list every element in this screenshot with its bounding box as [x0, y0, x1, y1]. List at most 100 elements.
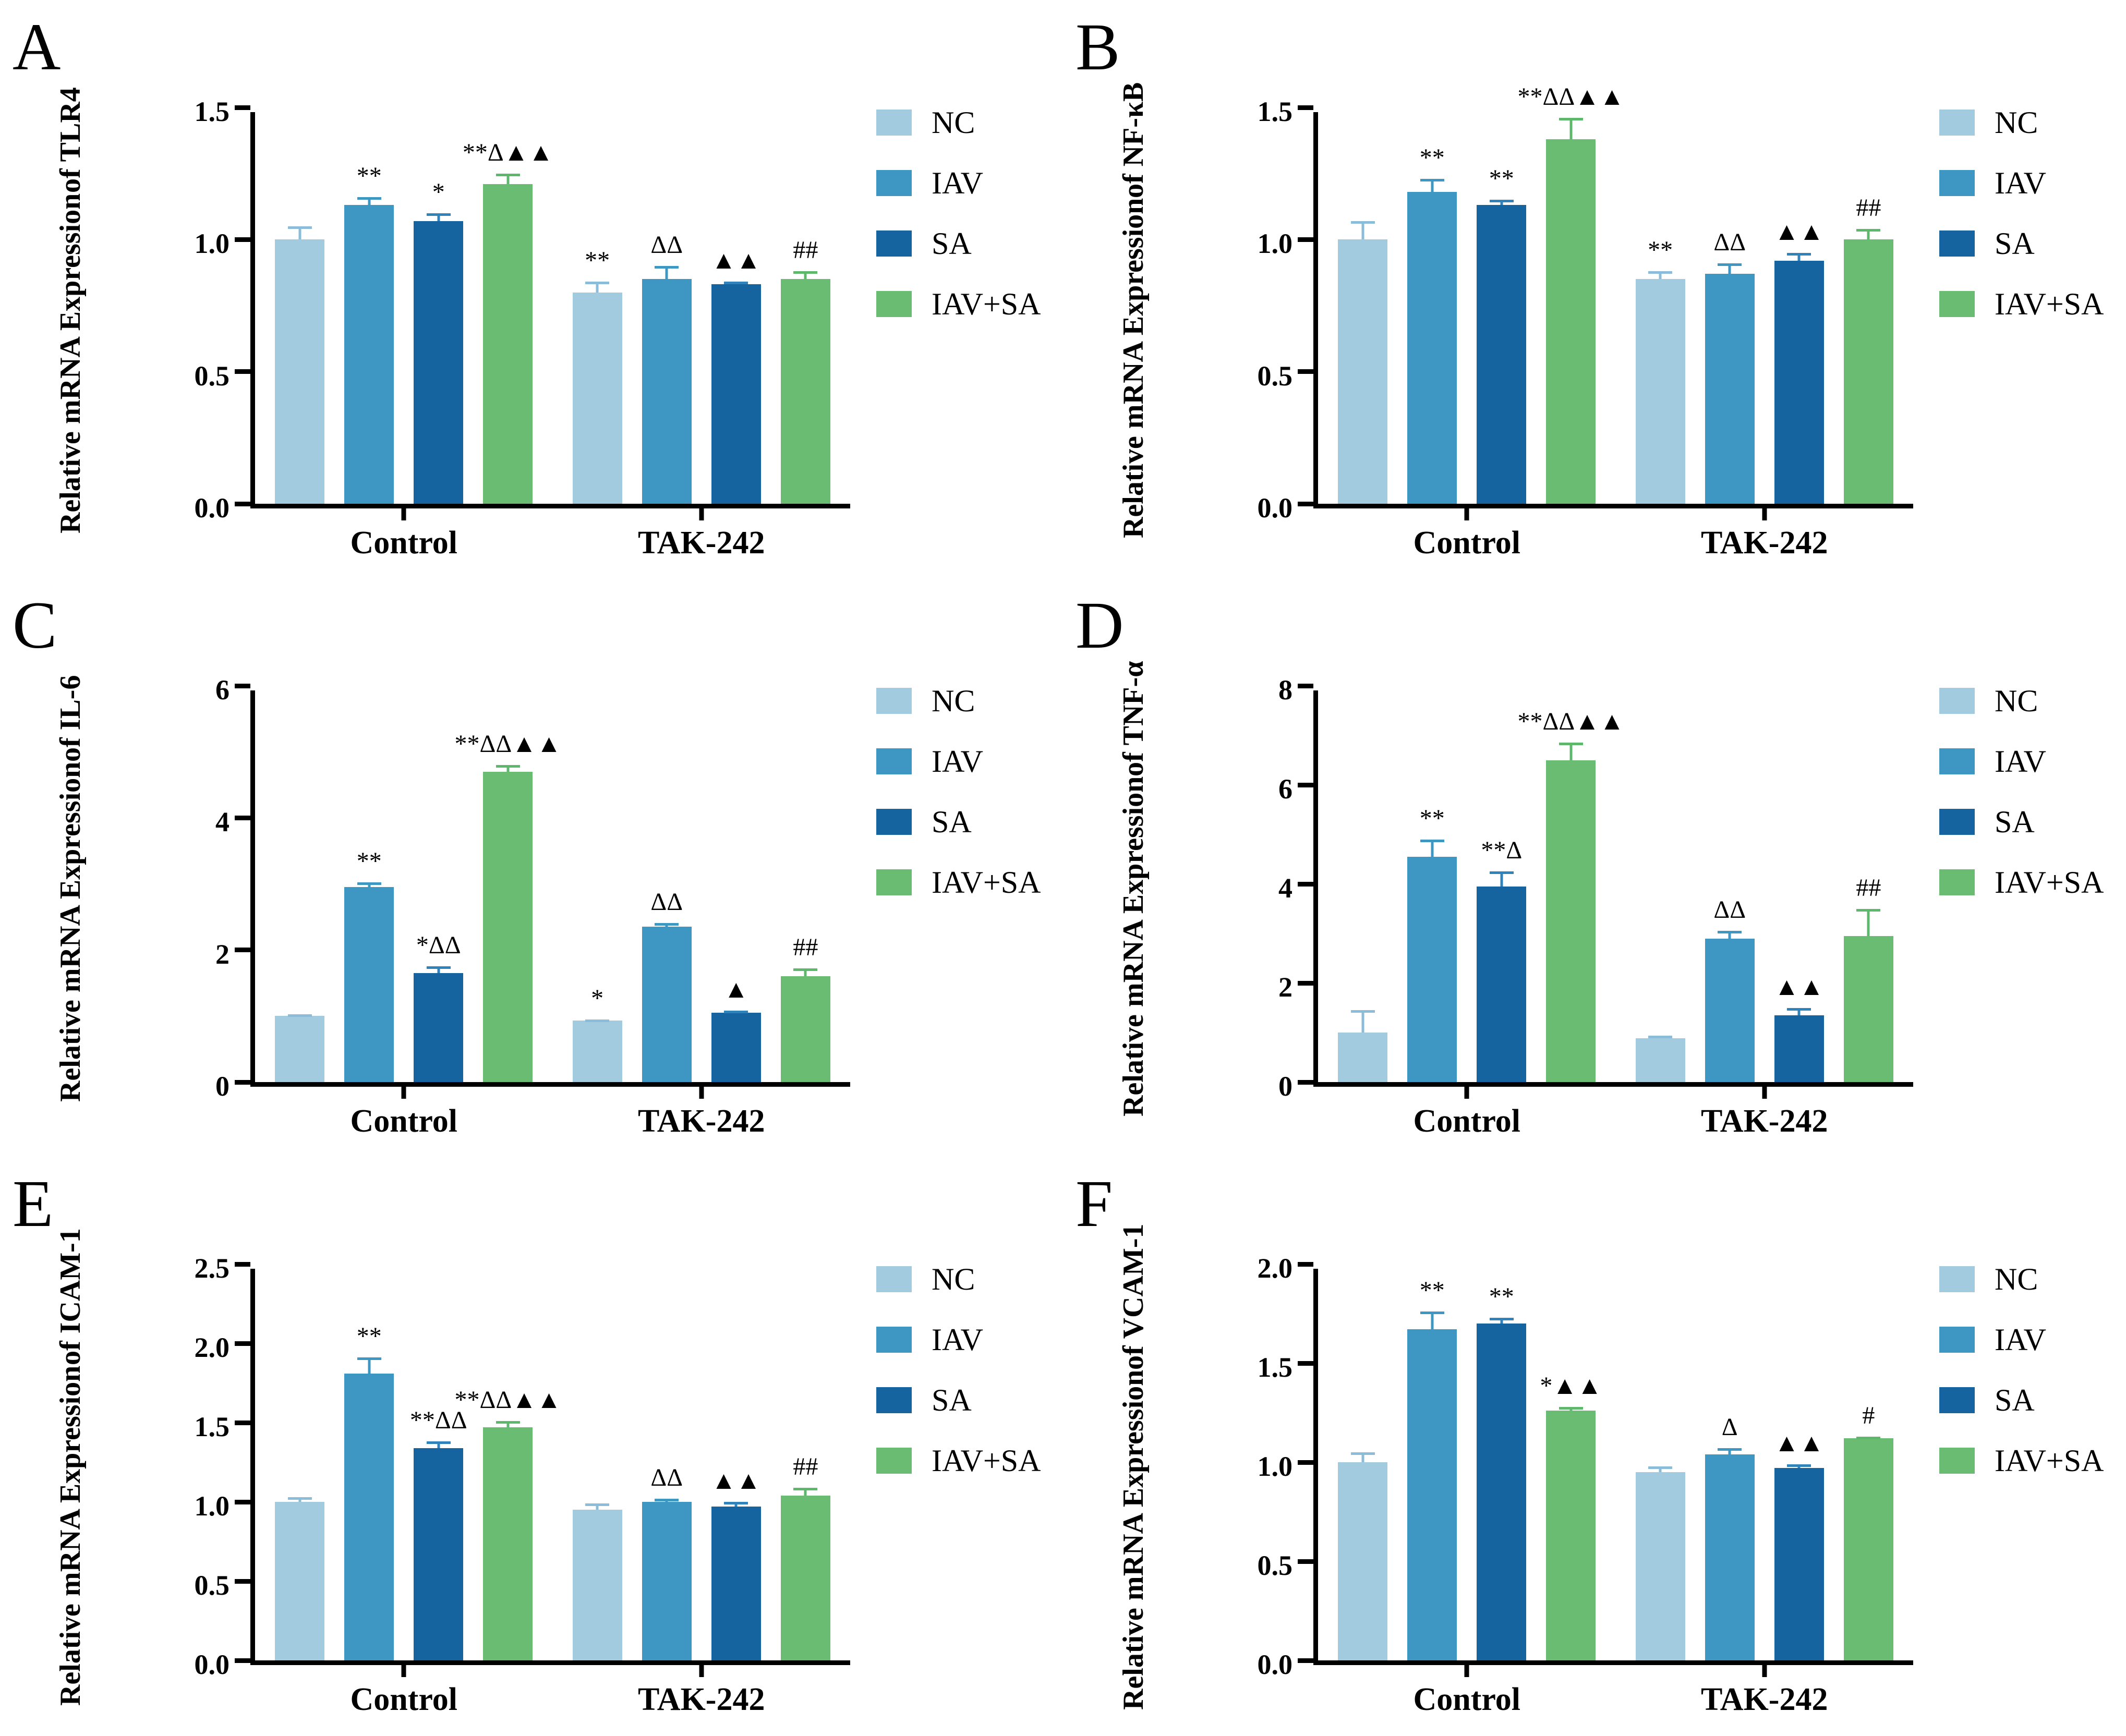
legend-label: IAV [932, 744, 983, 779]
error-bar-cap [1718, 1448, 1742, 1451]
y-tick-label: 0.5 [1257, 360, 1293, 392]
y-tick-mark [235, 1261, 250, 1267]
bar-slot: ΔΔ [642, 1269, 692, 1660]
bar-slot: ** [344, 1269, 394, 1660]
error-bar-cap [1648, 271, 1673, 274]
significance-label: ▲▲ [711, 1467, 761, 1495]
error-bar-cap [287, 1497, 312, 1500]
y-tick-mark [1298, 980, 1313, 986]
legend-item-iav+sa: IAV+SA [876, 1445, 1041, 1476]
significance-label: ΔΔ [650, 1463, 683, 1491]
bar-iav [1407, 1329, 1457, 1660]
y-tick-mark [235, 815, 250, 820]
bar-group-control: ** *ΔΔ **ΔΔ▲▲ [255, 690, 561, 1082]
error-bar-cap [1489, 1317, 1514, 1320]
legend-item-iav: IAV [1939, 746, 2104, 777]
bar-slot: **ΔΔ [410, 1269, 467, 1660]
y-tick-label: 0 [1278, 1071, 1292, 1102]
panel-letter-C: C [13, 588, 57, 662]
panel-letter-B: B [1076, 10, 1120, 84]
significance-label: ▲▲ [1774, 217, 1824, 246]
error-bar-cap [1350, 1010, 1375, 1013]
y-axis-label: Relative mRNA Expression of IL-6 [21, 675, 120, 1102]
bar-iav [344, 1373, 394, 1660]
bar-slot [572, 1269, 622, 1660]
legend-swatch-icon [1939, 748, 1975, 774]
y-tick-mark [235, 1499, 250, 1504]
bar-slot: ** [1635, 112, 1685, 504]
legend-label: SA [932, 805, 972, 839]
y-tick-mark [1298, 105, 1313, 110]
y-tick-label: 1.0 [194, 228, 230, 260]
error-bar-stem [804, 271, 807, 280]
bar-nc [1635, 279, 1685, 504]
error-bar-cap [1856, 908, 1881, 912]
y-tick-mark [235, 1579, 250, 1584]
y-tick-label: 1.5 [194, 1411, 230, 1442]
significance-label: ** [1648, 236, 1673, 264]
group-label-control: Control [1413, 1682, 1521, 1717]
bar-nc [1635, 1472, 1685, 1660]
legend: NC IAV SA IAV+SA [876, 685, 1041, 898]
error-bar-stem [437, 1441, 440, 1448]
significance-label: ΔΔ [1713, 228, 1746, 256]
y-tick-mark [235, 105, 250, 110]
legend-swatch-icon [1939, 809, 1975, 835]
legend-label: NC [932, 105, 975, 140]
panel-E: E Relative mRNA Expression of ICAM-1 0.0 0.5… [0, 1157, 1063, 1735]
y-tick-label: 1.0 [194, 1490, 230, 1522]
bar-slot: ** [1407, 112, 1457, 504]
bar-sa [414, 1448, 464, 1660]
error-bar-stem [596, 1503, 599, 1510]
y-axis-label: Relative mRNA Expression of VCAM-1 [1084, 1224, 1183, 1710]
bar-slot: # [1843, 1269, 1893, 1660]
y-tick-mark [235, 1079, 250, 1085]
bar-nc [275, 1502, 325, 1660]
legend-label: IAV+SA [1995, 287, 2104, 321]
bar-slot: *ΔΔ [414, 690, 464, 1082]
legend-item-iav: IAV [1939, 1324, 2104, 1355]
bar-group-control: ** ** *▲▲ [1318, 1269, 1616, 1660]
legend-swatch-icon [876, 688, 912, 714]
legend-label: IAV+SA [932, 865, 1041, 900]
legend-item-sa: SA [876, 228, 1041, 259]
legend-swatch-icon [1939, 1387, 1975, 1413]
error-bar-stem [1659, 1466, 1662, 1472]
legend-item-iav+sa: IAV+SA [1939, 1445, 2104, 1476]
error-bar-stem [1728, 1448, 1731, 1454]
legend-swatch-icon [876, 1266, 912, 1292]
y-tick-mark [1298, 683, 1313, 688]
error-bar-stem [1728, 263, 1731, 274]
y-axis-label-line: Relative mRNA Expression [54, 193, 87, 533]
error-bar-cap [1489, 871, 1514, 875]
bar-sa [711, 284, 761, 504]
legend-swatch-icon [876, 170, 912, 196]
error-bar-cap [724, 1502, 748, 1504]
significance-label: ** [1419, 143, 1445, 172]
error-bar-cap [1420, 839, 1444, 842]
significance-label: ▲▲ [711, 247, 761, 275]
group-label-tak-242: TAK-242 [1701, 525, 1828, 561]
error-bar-stem [1797, 252, 1801, 261]
bar-iav+sa [1843, 1438, 1893, 1660]
error-bar-cap [496, 173, 520, 176]
x-tick-mark [699, 504, 704, 520]
bar-slot: ** [1407, 690, 1457, 1082]
error-bar-stem [1361, 1452, 1364, 1462]
legend-swatch-icon [1939, 110, 1975, 136]
bar-sa [1774, 260, 1824, 504]
y-tick-mark [1298, 1079, 1313, 1085]
group-label-tak-242: TAK-242 [638, 1682, 765, 1717]
error-bar-stem [506, 173, 510, 184]
y-tick-label: 0.5 [194, 360, 230, 392]
bar-nc [1338, 1462, 1388, 1660]
y-tick-mark [1298, 881, 1313, 887]
error-bar-cap [1718, 931, 1742, 934]
panel-C: C Relative mRNA Expression of IL-6 0 2 4 6 ** *Δ… [0, 578, 1063, 1157]
bar-iav+sa [1546, 139, 1596, 504]
y-axis-label-line: Relative mRNA Expression [54, 1365, 87, 1706]
legend-label: SA [1995, 1383, 2035, 1417]
bar-group-control: ** **ΔΔ **ΔΔ▲▲ [255, 1269, 561, 1660]
plot-area: ** *ΔΔ **ΔΔ▲▲ Control * ΔΔ ▲ ## TAK-242 [235, 683, 850, 1137]
legend-swatch-icon [1939, 1327, 1975, 1353]
